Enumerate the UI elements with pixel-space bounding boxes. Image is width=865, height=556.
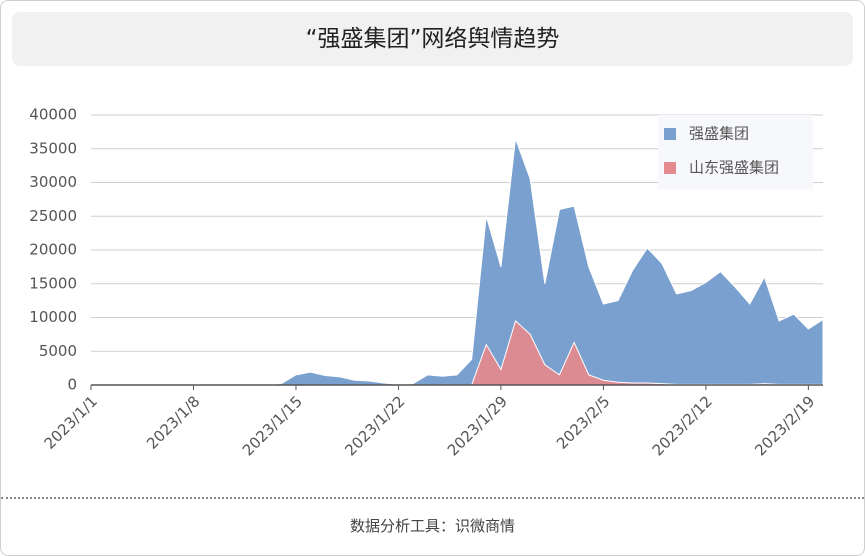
y-tick-label: 0	[67, 376, 77, 394]
footer: 数据分析工具：识微商情	[1, 497, 864, 536]
y-tick-label: 5000	[39, 342, 77, 360]
x-tick-label: 2023/1/15	[239, 392, 306, 459]
y-tick-label: 20000	[29, 241, 77, 259]
chart: 0 5000 10000 15000 20000 25000 30000 35000 40000…	[29, 106, 824, 459]
y-tick-label: 35000	[29, 139, 77, 157]
y-tick-label: 15000	[29, 274, 77, 292]
legend-swatch	[664, 128, 676, 140]
legend-box	[658, 115, 813, 189]
x-tick-label: 2023/1/22	[341, 392, 408, 459]
y-tick-label: 10000	[29, 308, 77, 326]
legend-label: 山东强盛集团	[689, 159, 779, 177]
x-tick-label: 2023/1/8	[143, 392, 203, 452]
x-tick-label: 2023/2/19	[751, 392, 818, 459]
chart-title: “强盛集团”网络舆情趋势	[12, 12, 853, 66]
x-tick-label: 2023/1/1	[41, 392, 101, 452]
legend-label: 强盛集团	[689, 125, 749, 143]
x-tick-label: 2023/1/29	[444, 392, 511, 459]
x-tick-label: 2023/2/12	[649, 392, 716, 459]
legend-swatch	[664, 162, 676, 174]
y-tick-label: 40000	[29, 106, 77, 124]
x-tick-label: 2023/2/5	[553, 392, 613, 452]
y-tick-label: 30000	[29, 173, 77, 191]
y-tick-label: 25000	[29, 207, 77, 225]
